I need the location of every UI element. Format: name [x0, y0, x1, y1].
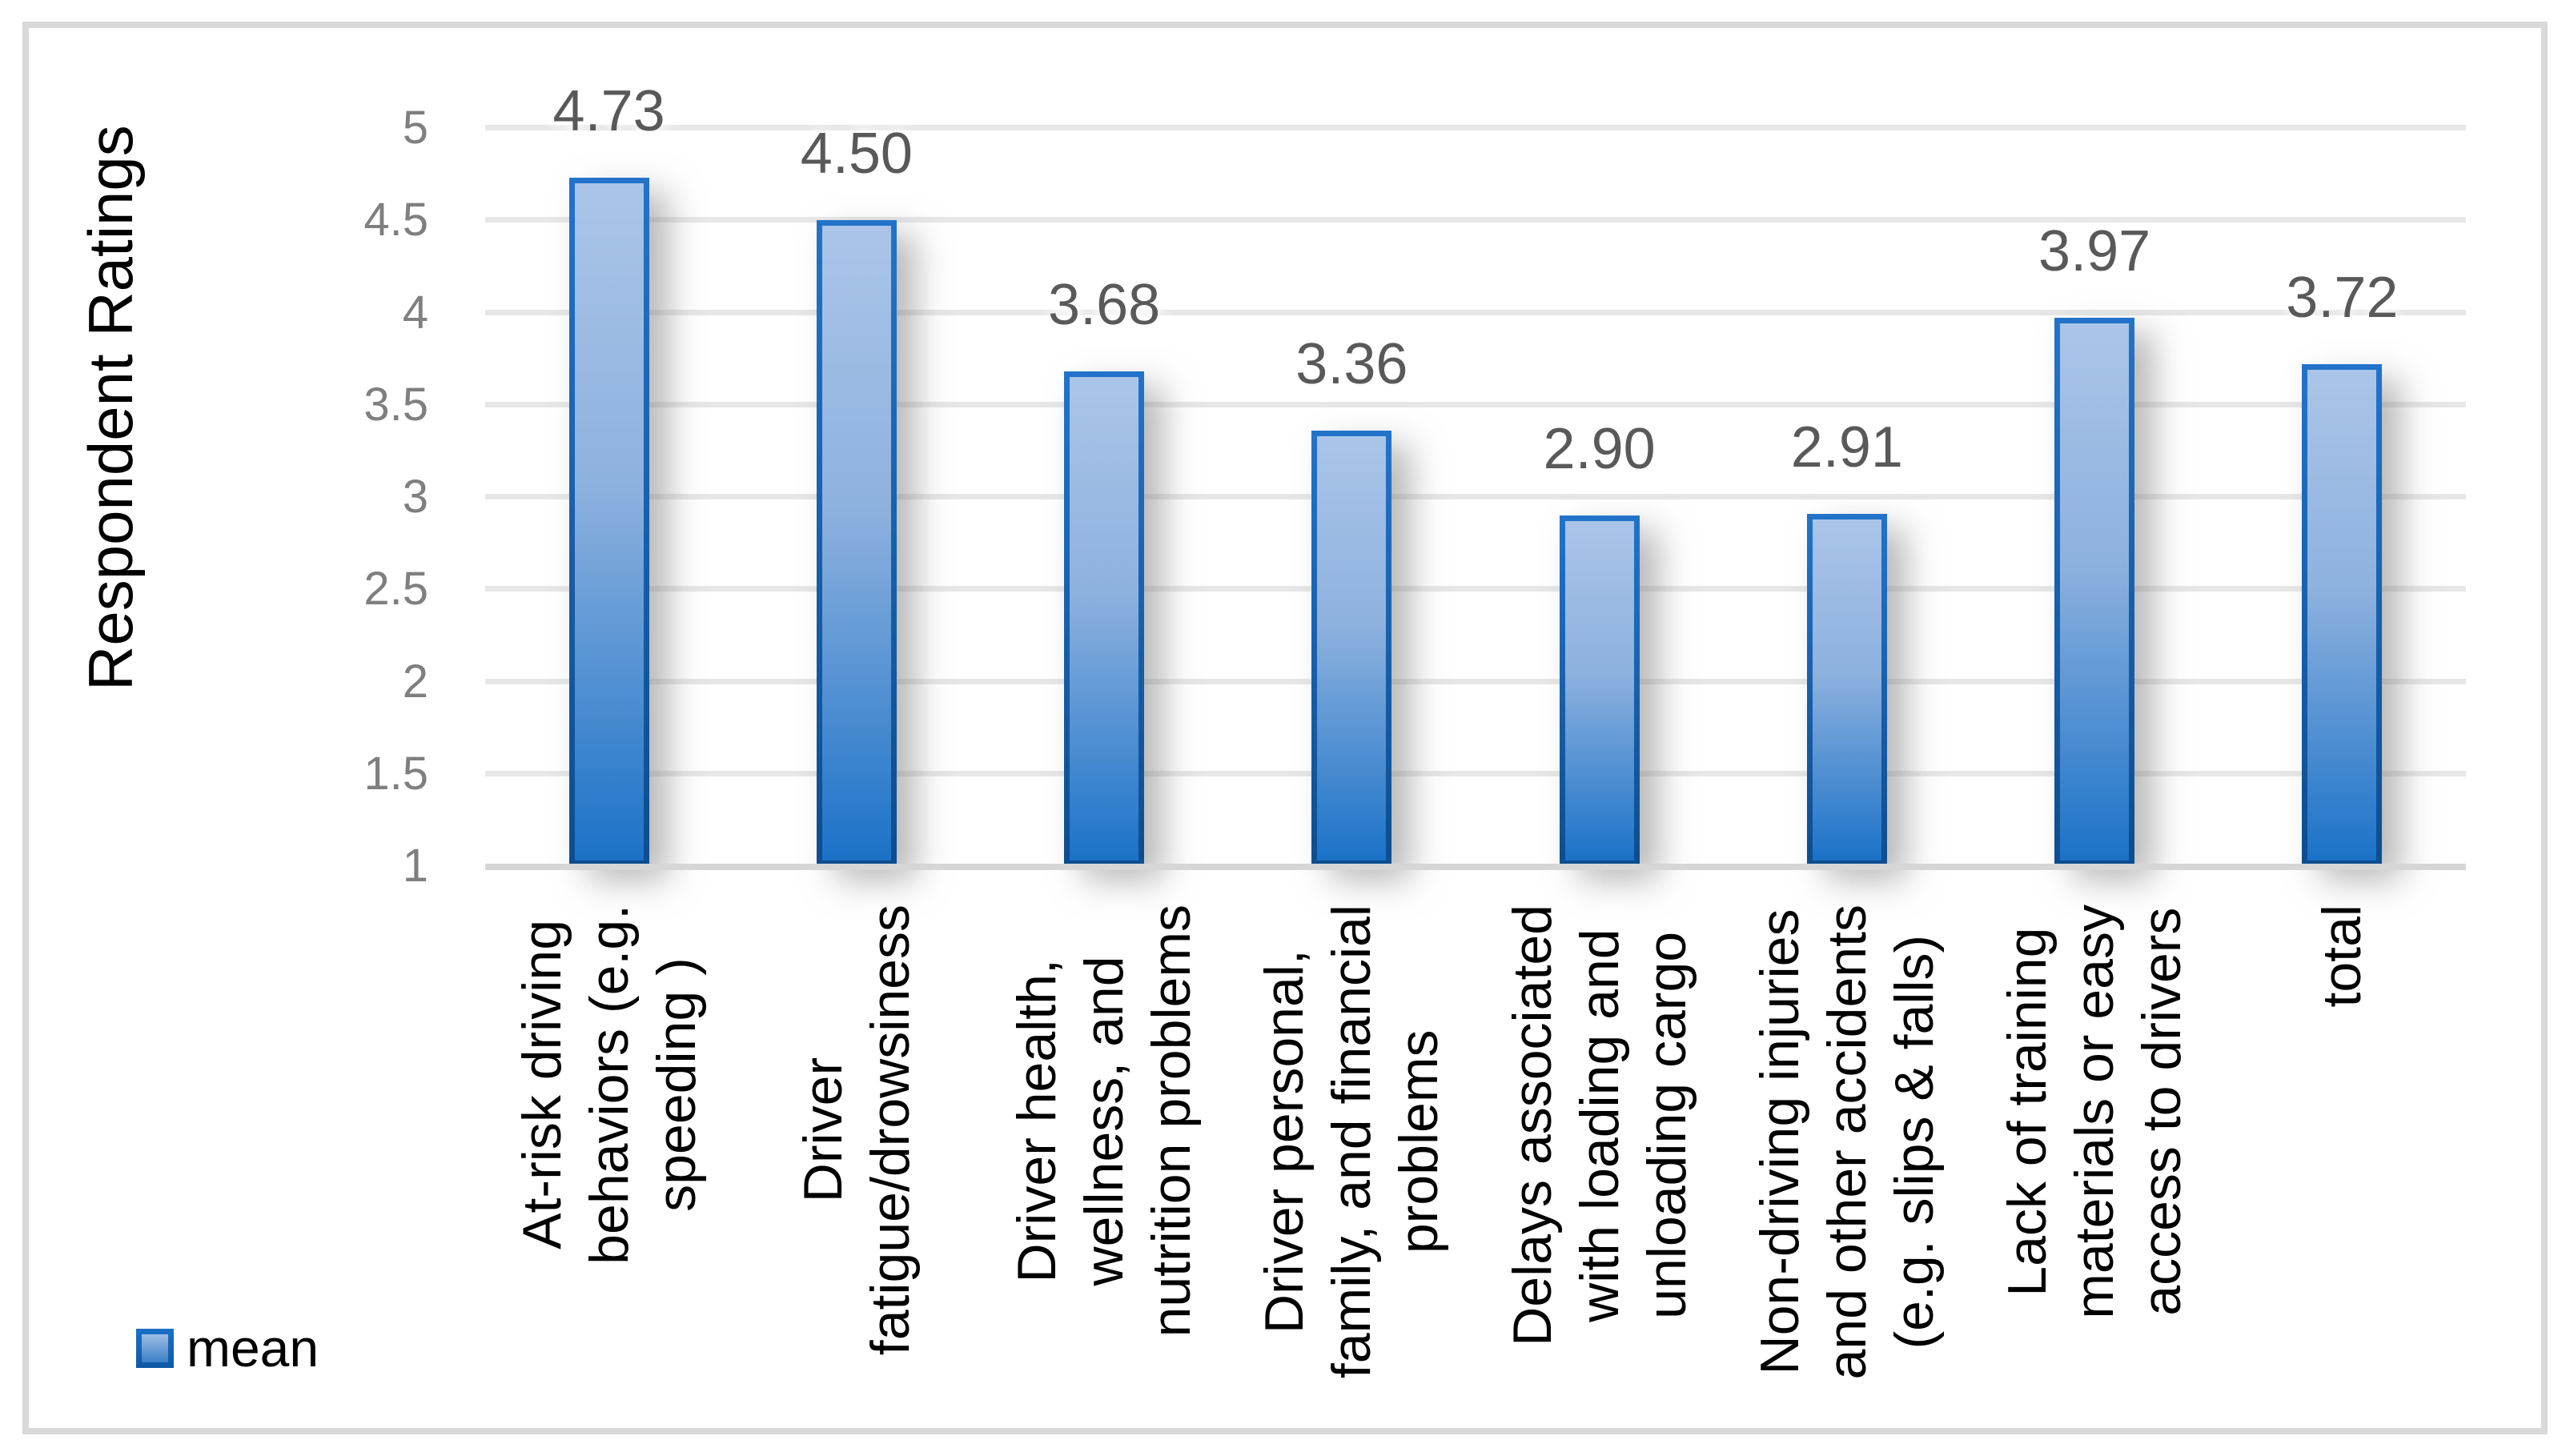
bar-fill-5 [1564, 521, 1634, 860]
y-tick-label-5: 5 [402, 102, 428, 154]
y-tick-label-2.5: 2.5 [363, 563, 428, 616]
legend-swatch-fill [142, 1334, 168, 1362]
y-tick-label-1: 1 [402, 840, 428, 892]
category-label-4: Driver personal, family, and financial p… [1254, 904, 1450, 1379]
gridline-5 [485, 125, 2466, 130]
bar-4 [1311, 431, 1392, 866]
value-label-6: 2.91 [1790, 415, 1903, 479]
category-label-6: Non-driving injuries and other accidents… [1749, 904, 1945, 1380]
bar-2 [816, 220, 897, 866]
bar-fill-8 [2307, 370, 2377, 860]
value-label-3: 3.68 [1048, 273, 1161, 338]
category-label-3: Driver health, wellness, and nutrition p… [1006, 904, 1203, 1338]
value-label-7: 3.97 [2038, 219, 2151, 284]
gridline-2 [485, 678, 2466, 684]
value-label-2: 4.50 [800, 122, 913, 187]
bar-1 [568, 178, 649, 866]
x-axis-line [485, 864, 2466, 870]
category-label-5: Delays associated with loading and unloa… [1501, 904, 1697, 1346]
y-axis-title: Respondent Ratings [75, 125, 146, 692]
legend-label: mean [187, 1318, 319, 1378]
gridline-4.5 [485, 217, 2466, 223]
bar-fill-3 [1070, 377, 1139, 860]
value-label-4: 3.36 [1295, 332, 1408, 397]
bar-fill-7 [2060, 323, 2130, 860]
bar-fill-6 [1812, 519, 1881, 860]
bar-fill-4 [1317, 436, 1387, 860]
bar-3 [1064, 371, 1145, 866]
gridline-4 [485, 309, 2466, 315]
y-tick-label-1.5: 1.5 [363, 747, 428, 800]
bar-8 [2302, 364, 2383, 866]
bar-fill-1 [574, 183, 644, 860]
value-label-1: 4.73 [552, 79, 665, 144]
gridline-1.5 [485, 770, 2466, 776]
gridline-2.5 [485, 586, 2466, 592]
y-tick-label-4: 4 [402, 286, 428, 339]
bar-fill-2 [821, 226, 891, 860]
gridline-3 [485, 494, 2466, 499]
legend: mean [136, 1314, 319, 1382]
bar-5 [1559, 515, 1640, 866]
y-tick-label-3: 3 [402, 471, 428, 523]
bar-7 [2054, 318, 2135, 866]
legend-swatch-mean-icon [136, 1328, 174, 1368]
y-tick-label-4.5: 4.5 [363, 194, 428, 247]
gridline-3.5 [485, 401, 2466, 407]
y-tick-label-2: 2 [402, 655, 428, 708]
category-label-2: Driver fatigue/drowsiness [792, 904, 921, 1356]
y-tick-label-3.5: 3.5 [363, 378, 428, 431]
value-label-5: 2.90 [1543, 417, 1656, 482]
category-label-1: At-risk driving behaviors (e.g. speeding… [511, 904, 707, 1265]
bar-6 [1806, 513, 1887, 866]
category-label-7: Lack of training materials or easy acces… [1997, 904, 2193, 1319]
category-label-8: total [2311, 904, 2373, 1008]
value-label-8: 3.72 [2286, 266, 2399, 331]
